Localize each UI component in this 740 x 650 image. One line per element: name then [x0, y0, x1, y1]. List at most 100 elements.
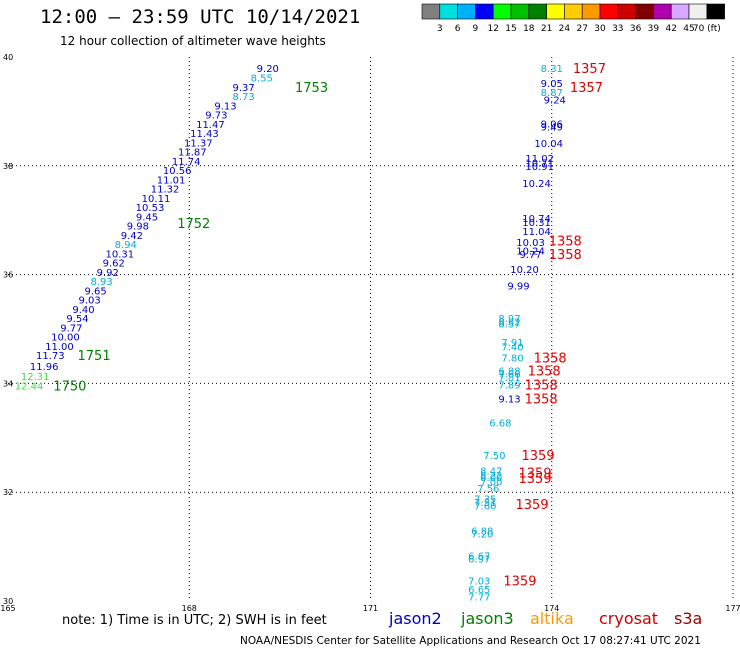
y-tick-label: 38: [3, 162, 13, 171]
wave-height-point: 11.04: [522, 227, 551, 238]
color-scale-label: 39: [648, 24, 660, 34]
color-swatch: [706, 3, 725, 20]
time-label: 1357: [570, 81, 603, 96]
wave-height-point: 9.20: [257, 64, 279, 75]
x-tick-label: 174: [544, 604, 559, 613]
color-scale-label: 9: [473, 24, 479, 34]
wave-height-point: 11.87: [178, 148, 207, 159]
time-label: 1359: [522, 449, 555, 464]
wave-height-point: 7.20: [471, 530, 493, 541]
wave-height-point: 11.37: [184, 138, 213, 149]
wave-height-point: 10.24: [516, 247, 545, 258]
legend-jason3: jason3: [461, 609, 514, 628]
wave-height-point: 11.01: [157, 175, 186, 186]
time-label: 1358: [525, 393, 558, 408]
wave-height-point: 8.82: [498, 317, 520, 328]
y-tick-label: 32: [3, 488, 13, 497]
x-tick-label: 168: [182, 604, 197, 613]
wave-height-point: 7.56: [477, 484, 499, 495]
color-scale-label: 30: [594, 24, 606, 34]
time-label: 1753: [295, 81, 328, 96]
wave-height-point: 10.71: [525, 159, 554, 170]
wave-height-point: 11.73: [36, 351, 65, 362]
wave-height-point: 7.40: [501, 342, 523, 353]
wave-height-point: 9.37: [232, 83, 254, 94]
wave-height-point: 7.66: [498, 370, 520, 381]
time-label: 1358: [549, 248, 582, 263]
color-scale-label: 45: [683, 24, 694, 34]
wave-height-point: 6.67: [468, 551, 490, 562]
wave-height-point: 9.65: [84, 286, 106, 297]
time-label: 1359: [519, 467, 552, 482]
footer-note: note: 1) Time is in UTC; 2) SWH is in fe…: [62, 613, 327, 628]
wave-height-point: 8.93: [90, 277, 112, 288]
wave-height-point: 7.89: [498, 381, 520, 392]
wave-height-point: 7.81: [498, 373, 520, 384]
legend-cryosat: cryosat: [599, 609, 659, 628]
footer-credit: NOAA/NESDIS Center for Satellite Applica…: [240, 635, 701, 647]
wave-height-point: 9.40: [72, 305, 94, 316]
wave-height-point: 10.53: [136, 203, 165, 214]
wave-height-point: 8.87: [541, 88, 563, 99]
wave-height-point: 11.00: [45, 342, 74, 353]
wave-height-point: 6.68: [489, 419, 511, 430]
wave-height-point: 7.35: [474, 495, 496, 506]
wave-height-point: 9.13: [214, 101, 236, 112]
time-label: 1751: [78, 349, 111, 364]
color-scale-label: 3: [437, 24, 443, 34]
wave-height-point: 12.31: [21, 372, 50, 383]
y-tick-label: 30: [3, 597, 13, 606]
time-label: 1359: [519, 472, 552, 487]
color-scale-label: 70 (ft): [693, 24, 721, 34]
color-scale-label: 33: [612, 24, 623, 34]
wave-height-point: 6.65: [468, 585, 490, 596]
wave-height-point: 9.92: [97, 268, 119, 279]
color-scale-label: 42: [665, 24, 676, 34]
color-scale-label: 27: [576, 24, 587, 34]
wave-height-point: 9.99: [507, 282, 529, 293]
x-tick-label: 171: [363, 604, 378, 613]
wave-height-point: 10.91: [525, 162, 554, 173]
color-scale-label: 15: [505, 24, 516, 34]
wave-height-point: 8.73: [232, 92, 254, 103]
wave-height-point: 6.97: [468, 555, 490, 566]
wave-height-point: 7.91: [501, 338, 523, 349]
wave-height-point: 11.02: [525, 154, 554, 165]
wave-height-point: 9.05: [541, 79, 563, 90]
wave-height-point: 10.20: [510, 265, 539, 276]
wave-height-point: 8.00: [480, 473, 502, 484]
page-title: 12:00 – 23:59 UTC 10/14/2021: [40, 6, 361, 28]
wave-height-point: 7.80: [501, 353, 523, 364]
wave-height-point: 11.32: [151, 185, 180, 196]
wave-height-point: 11.96: [30, 362, 59, 373]
time-label: 1359: [503, 574, 536, 589]
y-tick-label: 40: [3, 53, 13, 62]
wave-height-point: 10.04: [534, 139, 563, 150]
wave-height-point: 10.31: [522, 218, 551, 229]
color-scale-label: 18: [523, 24, 535, 34]
wave-height-point: 10.00: [51, 333, 80, 344]
y-tick-label: 34: [3, 379, 13, 388]
wave-height-point: 7.51: [474, 498, 496, 509]
time-label: 1357: [573, 62, 606, 77]
wave-height-point: 10.03: [516, 238, 545, 249]
color-scale-label: 24: [559, 24, 571, 34]
time-label: 1750: [53, 380, 86, 395]
time-label: 1359: [516, 498, 549, 513]
time-label: 1358: [549, 234, 582, 249]
wave-height-point: 7.50: [483, 451, 505, 462]
wave-height-point: 9.03: [78, 296, 100, 307]
wave-height-point: 7.77: [468, 593, 490, 604]
y-tick-label: 36: [3, 271, 13, 280]
legend-s3a: s3a: [674, 609, 703, 628]
chart-subtitle: 12 hour collection of altimeter wave hei…: [60, 34, 326, 48]
wave-height-point: 10.56: [163, 166, 192, 177]
wave-height-point: 9.24: [544, 95, 566, 106]
wave-height-point: 11.74: [172, 157, 201, 168]
time-label: 1358: [525, 379, 558, 394]
wave-height-point: 8.31: [541, 64, 563, 75]
wave-height-point: 9.54: [66, 314, 88, 325]
wave-height-point: 9.06: [541, 119, 563, 130]
